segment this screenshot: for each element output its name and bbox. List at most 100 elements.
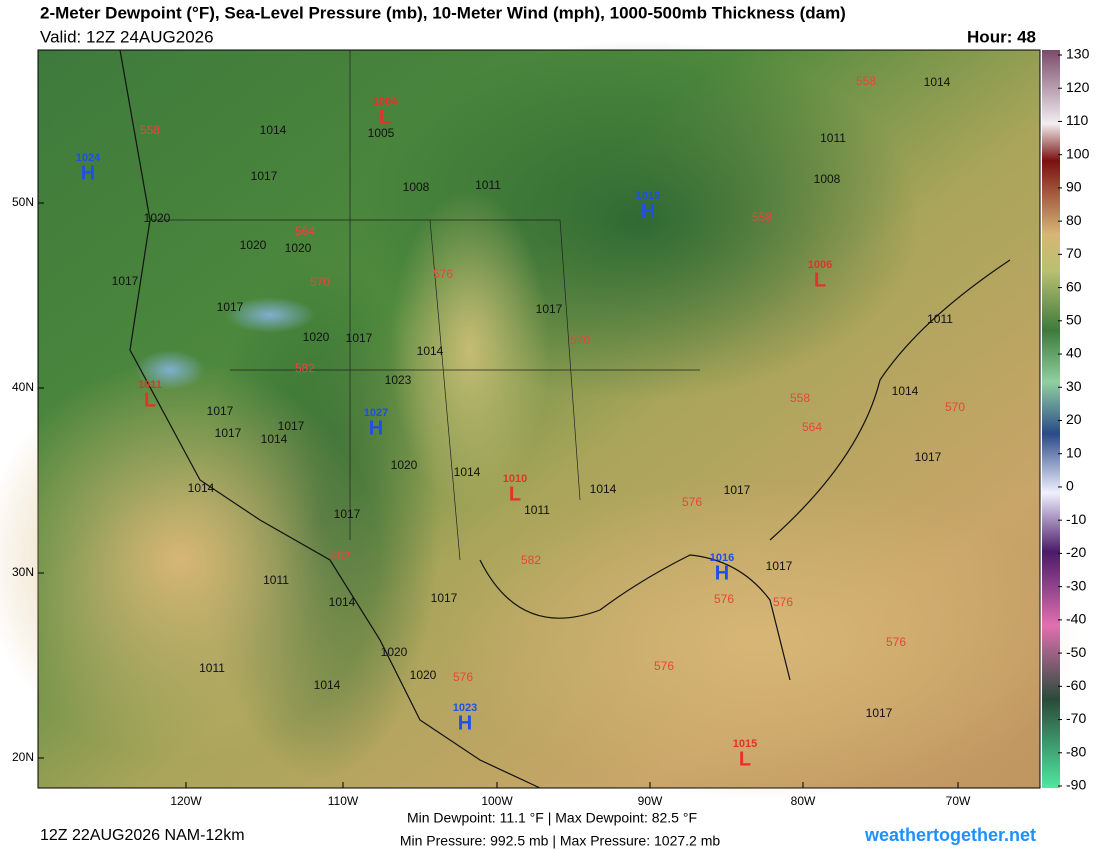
colorbar-label: 40: [1066, 345, 1082, 361]
isobar-label: 1014: [260, 123, 287, 137]
thickness-label: 582: [330, 549, 350, 563]
isobar-label: 1017: [112, 274, 139, 288]
colorbar-label: 80: [1066, 212, 1082, 228]
isobar-label: 1017: [207, 404, 234, 418]
pressure-letter: L: [144, 389, 156, 411]
lat-label: 40N: [12, 380, 34, 394]
isobar-label: 1014: [417, 344, 444, 358]
pressure-value: 1006: [808, 259, 832, 271]
colorbar-label: 20: [1066, 411, 1082, 427]
valid-time: Valid: 12Z 24AUG2026: [40, 27, 214, 46]
colorbar-label: 10: [1066, 444, 1082, 460]
colorbar-label: -90: [1066, 777, 1086, 793]
thickness-label: 576: [654, 659, 674, 673]
lat-label: 50N: [12, 195, 34, 209]
thickness-label: 558: [790, 391, 810, 405]
isobar-label: 1017: [251, 169, 278, 183]
isobar-label: 1017: [724, 483, 751, 497]
thickness-label: 558: [752, 210, 772, 224]
isobar-label: 1014: [590, 482, 617, 496]
pressure-value: 1019: [636, 190, 660, 202]
lon-label: 120W: [170, 794, 202, 808]
colorbar-label: 60: [1066, 278, 1082, 294]
colorbar-label: -10: [1066, 511, 1086, 527]
colorbar-label: -30: [1066, 577, 1086, 593]
isobar-label: 1014: [329, 595, 356, 609]
colorbar-label: 110: [1066, 112, 1089, 128]
shade: [390, 190, 550, 510]
site: weathertogether.net: [864, 825, 1036, 845]
pressure-value: 1010: [503, 473, 527, 485]
lon-label: 100W: [481, 794, 513, 808]
isobar-label: 1014: [314, 678, 341, 692]
isobar-label: 1011: [263, 573, 289, 587]
isobar-label: 1011: [199, 661, 225, 675]
shade: [440, 480, 1080, 800]
pressure-value: 1016: [710, 552, 734, 564]
isobar-label: 1020: [303, 330, 330, 344]
isobar-label: 1014: [188, 481, 215, 495]
shade: [225, 297, 315, 333]
pressure-letter: H: [458, 712, 472, 734]
thickness-label: 582: [295, 361, 315, 375]
thickness-label: 558: [856, 74, 876, 88]
thickness-label: 570: [945, 400, 965, 414]
lon-label: 110W: [328, 794, 359, 808]
thickness-label: 576: [773, 595, 793, 609]
lat-label: 20N: [12, 750, 34, 764]
lon-label: 70W: [946, 794, 971, 808]
colorbar-label: -60: [1066, 677, 1086, 693]
pressure-letter: H: [81, 162, 95, 184]
thickness-label: 576: [453, 670, 473, 684]
coastline: [119, 49, 541, 789]
lon-label: 90W: [638, 794, 663, 808]
isobar-label: 1017: [536, 302, 563, 316]
colorbar-label: 70: [1066, 245, 1082, 261]
title: 2-Meter Dewpoint (°F), Sea-Level Pressur…: [40, 3, 846, 22]
isobar-label: 1020: [410, 668, 437, 682]
isobar-label: 1011: [927, 312, 953, 326]
lon-label: 80W: [791, 794, 816, 808]
colorbar-label: 90: [1066, 179, 1082, 195]
map: 1004L1024H1019H1006L1011L1027H1010L1016H…: [0, 40, 1080, 800]
isobar-label: 1017: [431, 591, 458, 605]
pressure-value: 1024: [76, 152, 101, 164]
lat-label: 30N: [12, 565, 34, 579]
isobar-label: 1020: [240, 238, 267, 252]
isobar-label: 1020: [144, 211, 171, 225]
isobar-label: 1011: [524, 503, 550, 517]
thickness-label: 564: [295, 224, 315, 238]
isobar-label: 1017: [215, 426, 242, 440]
pressure-value: 1011: [138, 379, 162, 391]
thickness-label: 576: [886, 635, 906, 649]
colorbar-label: -40: [1066, 611, 1086, 627]
isobar-label: 1011: [820, 131, 846, 145]
thickness-label: 582: [521, 553, 541, 567]
isobar-label: 1014: [924, 75, 951, 89]
thickness-label: 570: [570, 333, 590, 347]
isobar-label: 1023: [385, 373, 412, 387]
colorbar-label: -20: [1066, 544, 1086, 560]
isobar-label: 1020: [381, 645, 408, 659]
dewpoint-range: Min Dewpoint: 11.1 °F | Max Dewpoint: 82…: [407, 810, 697, 826]
isobar-label: 1017: [346, 331, 373, 345]
colorbar-label: 50: [1066, 312, 1082, 328]
colorbar-label: 100: [1066, 145, 1090, 161]
colorbar-label: -80: [1066, 743, 1086, 759]
pressure-letter: L: [739, 748, 751, 770]
isobar-label: 1005: [368, 126, 395, 140]
isobar-label: 1020: [391, 458, 418, 472]
colorbar-label: -50: [1066, 644, 1086, 660]
isobar-label: 1020: [285, 241, 312, 255]
pressure-value: 1027: [364, 407, 388, 419]
thickness-label: 576: [714, 592, 734, 606]
pressure-value: 1015: [733, 738, 757, 750]
shade: [135, 350, 205, 390]
thickness-label: 558: [140, 123, 160, 137]
isobar-label: 1017: [866, 706, 893, 720]
pressure-letter: L: [379, 106, 391, 128]
shade: [0, 360, 380, 760]
isobar-label: 1008: [403, 180, 430, 194]
isobar-label: 1014: [454, 465, 481, 479]
